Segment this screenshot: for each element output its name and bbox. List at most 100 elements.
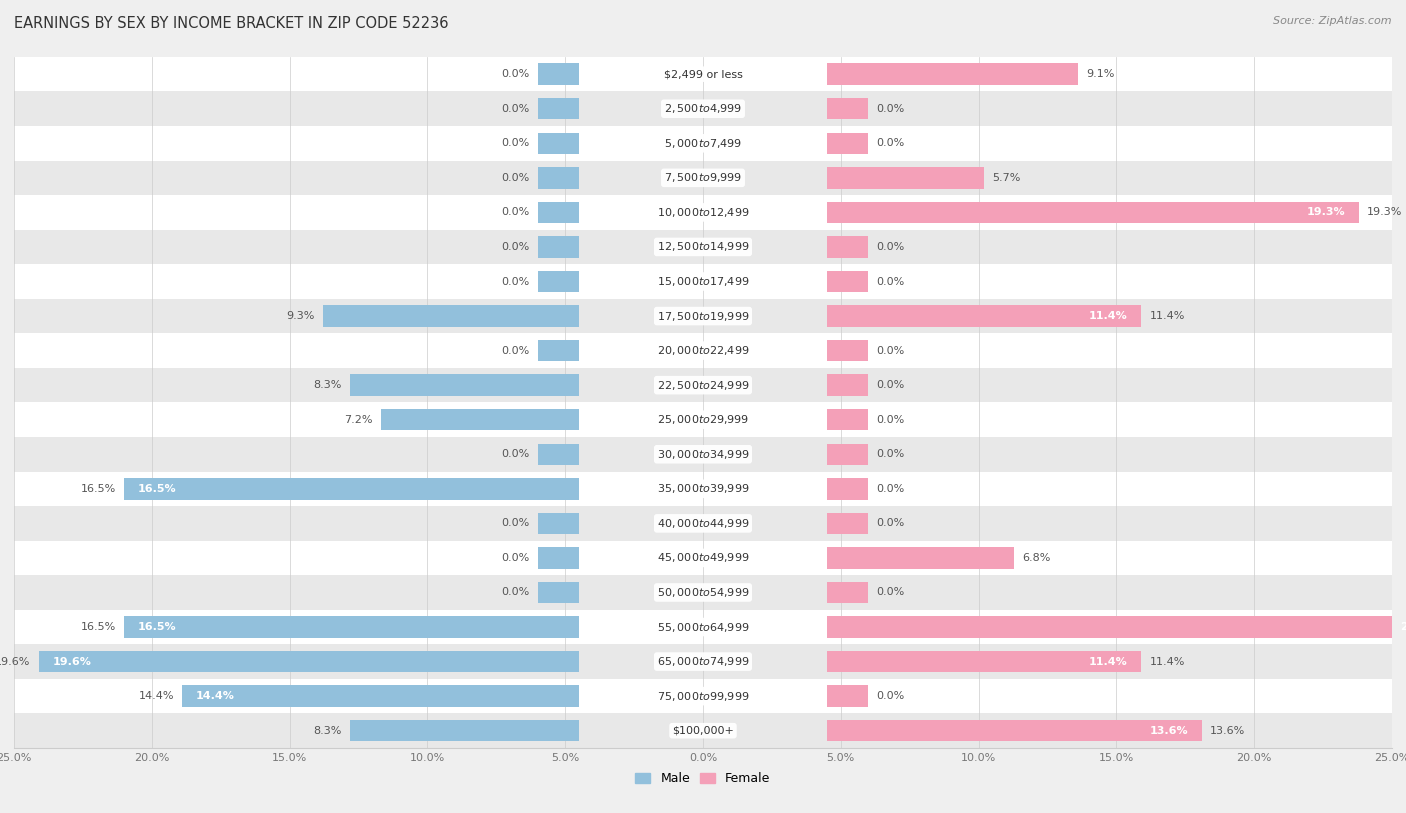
Bar xyxy=(827,271,869,292)
Text: $100,000+: $100,000+ xyxy=(672,726,734,736)
Bar xyxy=(537,547,579,568)
Bar xyxy=(39,651,579,672)
Bar xyxy=(14,264,1392,298)
Text: 0.0%: 0.0% xyxy=(501,519,530,528)
Text: 9.3%: 9.3% xyxy=(285,311,315,321)
Bar xyxy=(14,229,1392,264)
Text: EARNINGS BY SEX BY INCOME BRACKET IN ZIP CODE 52236: EARNINGS BY SEX BY INCOME BRACKET IN ZIP… xyxy=(14,16,449,31)
Text: 16.5%: 16.5% xyxy=(138,484,177,493)
Text: $17,500 to $19,999: $17,500 to $19,999 xyxy=(657,310,749,323)
Bar xyxy=(827,685,869,706)
Text: 11.4%: 11.4% xyxy=(1150,657,1185,667)
Bar xyxy=(827,651,1142,672)
Bar xyxy=(14,679,1392,714)
Bar xyxy=(183,685,579,706)
Text: 22.7%: 22.7% xyxy=(1400,622,1406,632)
Text: 9.1%: 9.1% xyxy=(1085,69,1115,79)
Bar xyxy=(14,506,1392,541)
Text: $25,000 to $29,999: $25,000 to $29,999 xyxy=(657,413,749,426)
Text: 0.0%: 0.0% xyxy=(501,104,530,114)
Bar xyxy=(537,202,579,223)
Bar xyxy=(537,513,579,534)
Text: 19.6%: 19.6% xyxy=(0,657,31,667)
Bar xyxy=(350,375,579,396)
Bar xyxy=(381,409,579,430)
Bar xyxy=(323,306,579,327)
Text: 19.3%: 19.3% xyxy=(1367,207,1403,217)
Text: $15,000 to $17,499: $15,000 to $17,499 xyxy=(657,275,749,288)
Text: 6.8%: 6.8% xyxy=(1022,553,1052,563)
Bar xyxy=(14,367,1392,402)
Bar xyxy=(537,133,579,154)
Bar xyxy=(827,167,984,189)
Text: 0.0%: 0.0% xyxy=(501,207,530,217)
Bar xyxy=(827,340,869,361)
Bar xyxy=(124,478,579,499)
Bar xyxy=(827,513,869,534)
Text: $35,000 to $39,999: $35,000 to $39,999 xyxy=(657,482,749,495)
Bar xyxy=(14,298,1392,333)
Bar xyxy=(537,63,579,85)
Text: $20,000 to $22,499: $20,000 to $22,499 xyxy=(657,344,749,357)
Text: $75,000 to $99,999: $75,000 to $99,999 xyxy=(657,689,749,702)
Text: 7.2%: 7.2% xyxy=(344,415,373,424)
Bar xyxy=(827,202,1358,223)
Text: $65,000 to $74,999: $65,000 to $74,999 xyxy=(657,655,749,668)
Bar xyxy=(827,98,869,120)
Text: $45,000 to $49,999: $45,000 to $49,999 xyxy=(657,551,749,564)
Legend: Male, Female: Male, Female xyxy=(630,767,776,790)
Bar xyxy=(14,644,1392,679)
Bar xyxy=(827,478,869,499)
Bar xyxy=(14,91,1392,126)
Text: 16.5%: 16.5% xyxy=(80,484,117,493)
Bar xyxy=(14,576,1392,610)
Text: $10,000 to $12,499: $10,000 to $12,499 xyxy=(657,206,749,219)
Bar xyxy=(827,547,1014,568)
Text: 0.0%: 0.0% xyxy=(501,588,530,598)
Text: 0.0%: 0.0% xyxy=(501,69,530,79)
Text: 14.4%: 14.4% xyxy=(138,691,174,701)
Text: $5,000 to $7,499: $5,000 to $7,499 xyxy=(664,137,742,150)
Text: 0.0%: 0.0% xyxy=(876,242,905,252)
Text: 0.0%: 0.0% xyxy=(501,242,530,252)
Bar xyxy=(537,444,579,465)
Text: 16.5%: 16.5% xyxy=(138,622,177,632)
Bar xyxy=(14,195,1392,229)
Text: 0.0%: 0.0% xyxy=(876,588,905,598)
Text: 0.0%: 0.0% xyxy=(501,346,530,355)
Text: 0.0%: 0.0% xyxy=(876,519,905,528)
Text: 0.0%: 0.0% xyxy=(876,380,905,390)
Text: $2,500 to $4,999: $2,500 to $4,999 xyxy=(664,102,742,115)
Text: $7,500 to $9,999: $7,500 to $9,999 xyxy=(664,172,742,185)
Text: 14.4%: 14.4% xyxy=(195,691,235,701)
Text: 13.6%: 13.6% xyxy=(1149,726,1188,736)
Bar xyxy=(14,714,1392,748)
Bar xyxy=(827,237,869,258)
Bar xyxy=(827,444,869,465)
Text: 11.4%: 11.4% xyxy=(1150,311,1185,321)
Bar xyxy=(350,720,579,741)
Text: 11.4%: 11.4% xyxy=(1088,657,1128,667)
Text: 8.3%: 8.3% xyxy=(314,726,342,736)
Text: $30,000 to $34,999: $30,000 to $34,999 xyxy=(657,448,749,461)
Bar xyxy=(14,610,1392,644)
Text: 0.0%: 0.0% xyxy=(501,138,530,148)
Text: 13.6%: 13.6% xyxy=(1211,726,1246,736)
Bar xyxy=(827,375,869,396)
Bar xyxy=(827,409,869,430)
Text: 11.4%: 11.4% xyxy=(1088,311,1128,321)
Bar xyxy=(537,98,579,120)
Bar xyxy=(537,237,579,258)
Bar xyxy=(14,161,1392,195)
Bar xyxy=(827,720,1202,741)
Text: 0.0%: 0.0% xyxy=(501,553,530,563)
Bar xyxy=(124,616,579,637)
Text: $22,500 to $24,999: $22,500 to $24,999 xyxy=(657,379,749,392)
Bar xyxy=(827,582,869,603)
Text: $50,000 to $54,999: $50,000 to $54,999 xyxy=(657,586,749,599)
Text: 0.0%: 0.0% xyxy=(501,276,530,286)
Text: 0.0%: 0.0% xyxy=(876,104,905,114)
Bar xyxy=(14,541,1392,576)
Bar xyxy=(537,582,579,603)
Bar xyxy=(827,63,1078,85)
